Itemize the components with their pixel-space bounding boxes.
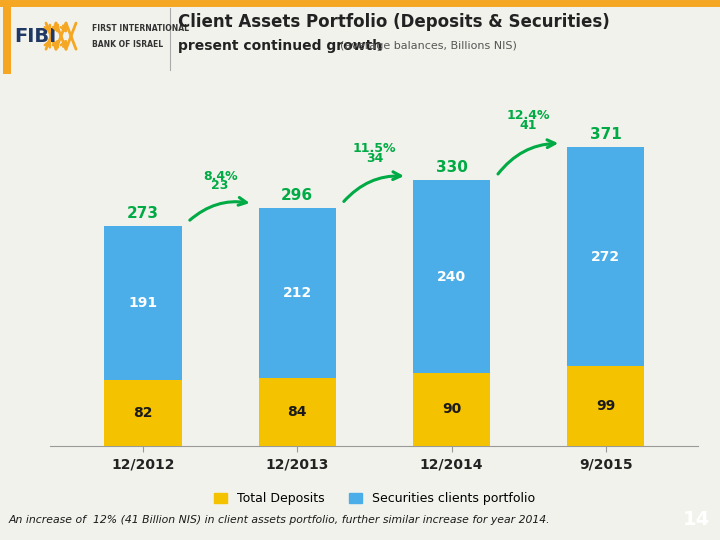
Text: 272: 272 (591, 249, 621, 264)
Bar (413, 373, 490, 446)
Text: 41: 41 (520, 119, 537, 132)
Text: 23: 23 (212, 179, 229, 192)
Text: 11.5%: 11.5% (353, 143, 396, 156)
Text: 12.4%: 12.4% (507, 109, 550, 123)
Text: 212: 212 (283, 286, 312, 300)
Text: (average balances, Billions NIS): (average balances, Billions NIS) (333, 41, 517, 51)
Text: FIRST INTERNATIONAL: FIRST INTERNATIONAL (92, 24, 189, 32)
Bar (104, 226, 181, 380)
Text: 371: 371 (590, 127, 621, 143)
Text: present continued growth: present continued growth (178, 39, 382, 53)
Bar (413, 180, 490, 373)
Text: BANK OF ISRAEL: BANK OF ISRAEL (92, 39, 163, 49)
Text: 8.4%: 8.4% (203, 170, 238, 183)
Text: 14: 14 (683, 510, 710, 529)
Text: 330: 330 (436, 160, 467, 176)
Text: 191: 191 (128, 296, 158, 310)
Bar (104, 380, 181, 446)
Bar (567, 147, 644, 366)
Text: 240: 240 (437, 269, 466, 284)
Text: 34: 34 (366, 152, 383, 165)
Text: An increase of  12% (41 Billion NIS) in client assets portfolio, further similar: An increase of 12% (41 Billion NIS) in c… (8, 515, 549, 525)
Legend: Total Deposits, Securities clients portfolio: Total Deposits, Securities clients portf… (209, 487, 540, 510)
Text: 90: 90 (442, 402, 462, 416)
Bar (258, 207, 336, 378)
Bar (258, 378, 336, 446)
FancyBboxPatch shape (3, 6, 11, 75)
Text: 99: 99 (596, 399, 616, 413)
Text: 296: 296 (282, 188, 313, 202)
Text: Client Assets Portfolio (Deposits & Securities): Client Assets Portfolio (Deposits & Secu… (178, 13, 610, 31)
Text: 273: 273 (127, 206, 159, 221)
Text: 82: 82 (133, 406, 153, 420)
Text: FIBI: FIBI (14, 26, 56, 46)
Text: 84: 84 (287, 405, 307, 418)
Bar (567, 366, 644, 445)
